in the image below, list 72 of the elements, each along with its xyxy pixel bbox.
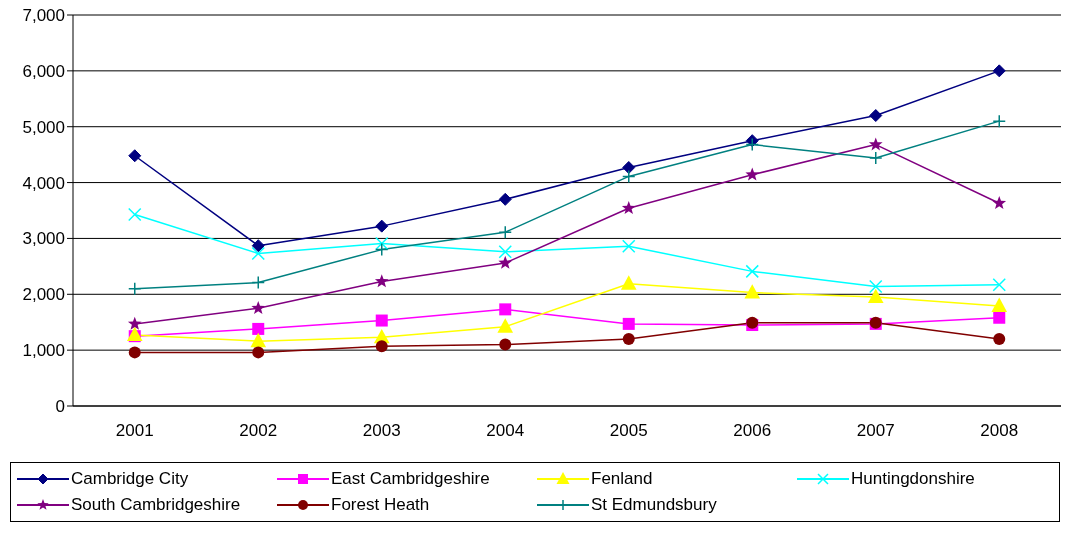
point xyxy=(622,317,635,330)
point xyxy=(622,169,636,184)
point xyxy=(126,326,143,342)
point xyxy=(622,239,636,253)
point xyxy=(620,275,637,290)
point xyxy=(375,219,389,233)
point xyxy=(127,316,142,330)
point xyxy=(745,264,759,279)
point xyxy=(993,311,1006,324)
y-tick-label: 7,000 xyxy=(22,6,65,26)
y-tick-label: 4,000 xyxy=(22,173,65,193)
point xyxy=(128,207,142,222)
point xyxy=(498,192,512,206)
point xyxy=(621,201,636,215)
x-tick-label: 2006 xyxy=(733,421,772,441)
legend-label: St Edmundsbury xyxy=(591,495,717,515)
y-tick-label: 6,000 xyxy=(22,61,65,81)
legend-label: Fenland xyxy=(591,469,653,489)
point xyxy=(251,301,266,315)
point xyxy=(744,284,761,299)
point xyxy=(869,279,883,294)
y-tick-label: 0 xyxy=(55,397,65,417)
point xyxy=(869,109,883,123)
point xyxy=(499,338,512,351)
x-tick-label: 2008 xyxy=(980,421,1019,441)
point xyxy=(993,332,1006,345)
point xyxy=(374,274,389,288)
point xyxy=(498,225,512,240)
point xyxy=(498,255,513,269)
point xyxy=(992,278,1006,292)
x-tick-label: 2002 xyxy=(239,421,278,441)
point xyxy=(375,236,389,251)
y-tick-label: 2,000 xyxy=(22,285,65,305)
point xyxy=(251,239,265,253)
point xyxy=(252,346,265,359)
y-tick-label: 5,000 xyxy=(22,117,65,137)
point xyxy=(992,196,1007,210)
point xyxy=(991,297,1008,313)
point xyxy=(497,318,514,333)
point xyxy=(251,246,265,261)
point xyxy=(992,114,1006,128)
point xyxy=(250,332,267,348)
point xyxy=(375,314,388,327)
point xyxy=(128,281,142,296)
point xyxy=(499,303,512,316)
x-tick-label: 2005 xyxy=(609,421,648,441)
x-tick-label: 2007 xyxy=(856,421,895,441)
legend-label: East Cambridgeshire xyxy=(331,469,490,489)
point xyxy=(128,346,141,359)
point xyxy=(128,149,142,163)
point xyxy=(867,288,884,304)
point xyxy=(375,242,389,257)
point xyxy=(252,322,265,335)
point xyxy=(992,64,1006,78)
legend-label: Cambridge City xyxy=(71,469,189,489)
legend-label: South Cambridgeshire xyxy=(71,495,241,515)
x-tick-label: 2001 xyxy=(115,421,154,441)
y-tick-label: 3,000 xyxy=(22,229,65,249)
point xyxy=(868,137,883,151)
y-tick-label: 1,000 xyxy=(22,341,65,361)
point xyxy=(622,160,636,174)
legend-label: Forest Heath xyxy=(331,495,430,515)
legend-label: Huntingdonshire xyxy=(851,469,975,489)
point xyxy=(498,245,512,259)
point xyxy=(745,167,760,181)
point xyxy=(869,151,883,165)
x-tick-label: 2003 xyxy=(362,421,401,441)
x-tick-label: 2004 xyxy=(486,421,525,441)
point xyxy=(745,137,759,152)
point xyxy=(251,275,265,290)
point xyxy=(375,340,388,353)
point xyxy=(622,332,635,345)
